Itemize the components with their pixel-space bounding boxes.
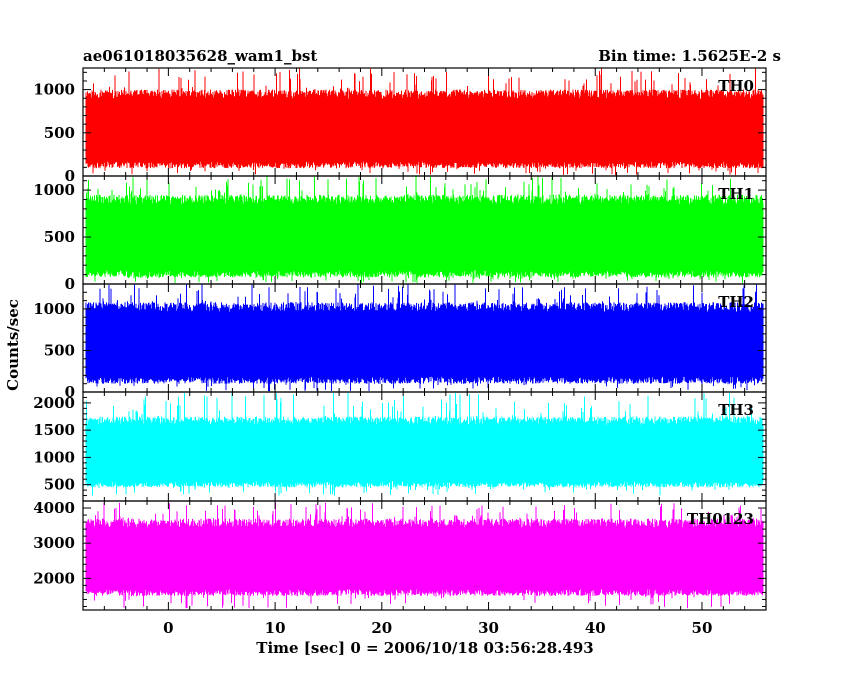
y-axis-label: Counts/sec xyxy=(4,299,22,391)
panel-th0123: 2000 3000 4000 TH0123 xyxy=(33,499,767,611)
panel-label-th0: TH0 xyxy=(718,77,754,95)
x-tick-label: 40 xyxy=(585,619,606,637)
y-tick-label: 1000 xyxy=(33,81,75,99)
panel-th0: 0 500 1000 TH0 xyxy=(33,67,767,185)
y-tick-label: 500 xyxy=(44,228,75,246)
x-tick-label: 0 xyxy=(163,619,173,637)
chart-title-left: ae061018035628_wam1_bst xyxy=(83,47,317,65)
series-th1 xyxy=(85,176,764,283)
panel-label-th3: TH3 xyxy=(718,401,754,419)
series-th2 xyxy=(85,284,764,392)
series-th3 xyxy=(85,392,764,496)
x-tick-label: 50 xyxy=(692,619,713,637)
y-tick-label: 1500 xyxy=(33,421,75,439)
y-tick-label: 1000 xyxy=(33,300,75,318)
y-tick-label: 4000 xyxy=(33,499,75,517)
y-tick-label: 2000 xyxy=(33,569,75,587)
y-tick-label: 1000 xyxy=(33,448,75,466)
y-tick-label: 500 xyxy=(44,476,75,494)
y-tick-label: 500 xyxy=(44,341,75,359)
panel-label-th0123: TH0123 xyxy=(687,510,754,528)
y-tick-label: 0 xyxy=(65,275,75,293)
x-tick-label: 20 xyxy=(371,619,392,637)
chart-title-right: Bin time: 1.5625E-2 s xyxy=(598,47,781,65)
panel-th3: 500 1000 1500 2000 TH3 xyxy=(33,391,767,502)
y-tick-label: 3000 xyxy=(33,534,75,552)
y-tick-label: 0 xyxy=(65,383,75,401)
panel-label-th1: TH1 xyxy=(718,185,754,203)
panel-th2: 0 500 1000 TH2 xyxy=(33,283,767,401)
panel-th1: 0 500 1000 TH1 xyxy=(33,175,767,293)
y-tick-label: 2000 xyxy=(33,394,75,412)
series-th0123 xyxy=(85,502,764,609)
x-tick-label: 30 xyxy=(478,619,499,637)
series-th0 xyxy=(85,68,764,176)
y-tick-label: 0 xyxy=(65,167,75,185)
y-tick-label: 500 xyxy=(44,124,75,142)
panel-label-th2: TH2 xyxy=(718,293,754,311)
y-tick-label: 1000 xyxy=(33,181,75,199)
x-tick-label: 10 xyxy=(265,619,286,637)
x-axis-label: Time [sec] 0 = 2006/10/18 03:56:28.493 xyxy=(256,639,593,657)
